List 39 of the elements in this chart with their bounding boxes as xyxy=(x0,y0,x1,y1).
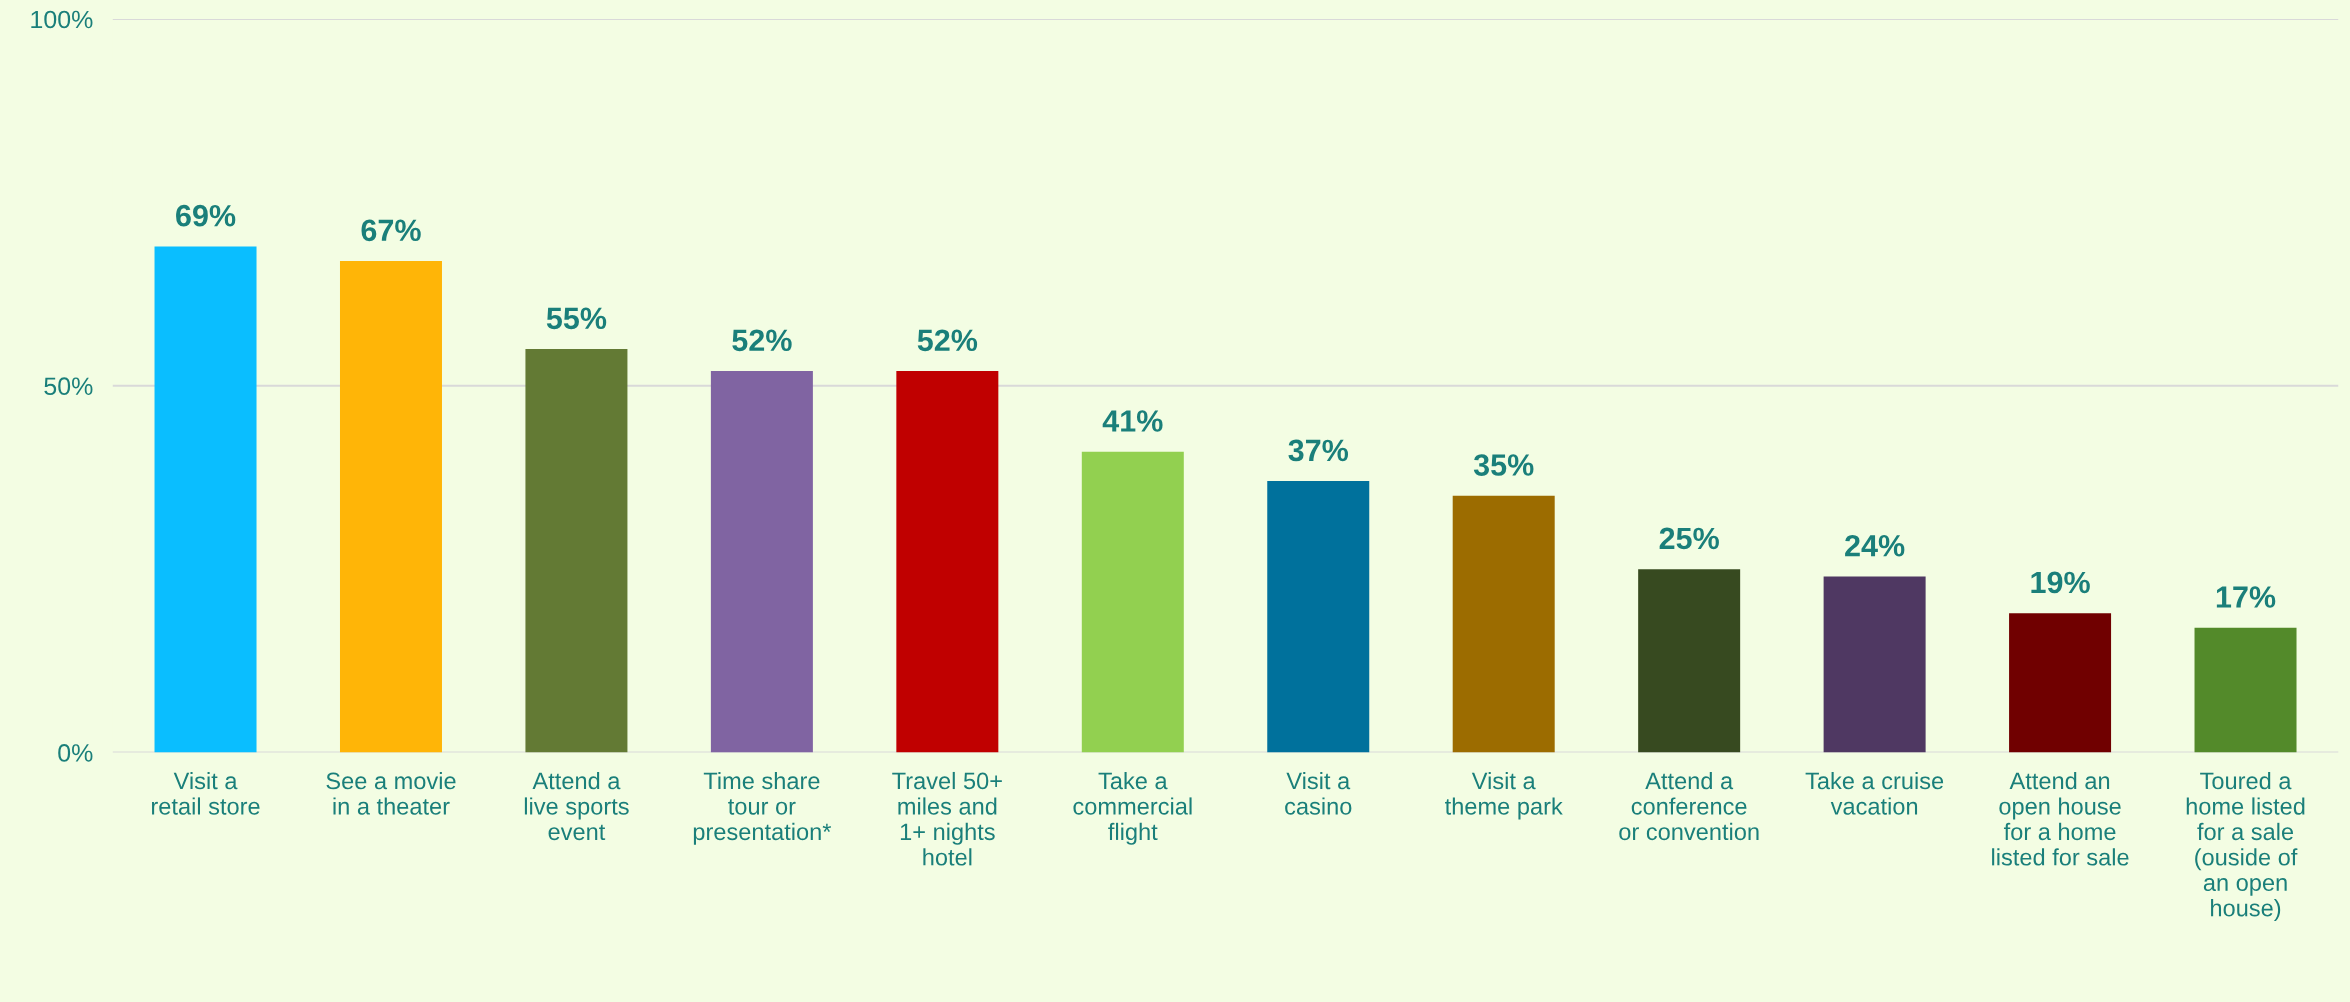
x-tick-label: See a movie in a theater xyxy=(326,771,456,815)
x-tick-label: Attend a live sports event xyxy=(524,771,629,841)
x-tick-label: Attend an open house for a home listed for sale xyxy=(1992,771,2129,866)
x-tick-label: Time share tour or presentation* xyxy=(693,771,832,845)
y-tick-label: 50% xyxy=(44,377,93,396)
bar xyxy=(1452,495,1555,753)
data-label: 17% xyxy=(2216,586,2276,608)
bar xyxy=(2009,613,2112,753)
bar xyxy=(1638,569,1741,753)
bar xyxy=(525,349,628,753)
x-tick-label: Take a commercial flight xyxy=(1073,771,1192,845)
x-tick-label: Take a cruise vacation xyxy=(1805,771,1944,815)
bar xyxy=(710,371,813,753)
data-label: 52% xyxy=(732,329,792,352)
x-tick-label: Visit a retail store xyxy=(151,771,260,815)
data-label: 25% xyxy=(1659,527,1719,550)
y-tick-label: 0% xyxy=(58,744,93,762)
y-tick-label: 100% xyxy=(31,10,93,29)
x-tick-label: Visit a theme park xyxy=(1445,771,1563,820)
bar xyxy=(1823,576,1926,753)
data-label: 69% xyxy=(176,204,236,227)
x-tick-label: Travel 50+ miles and 1+ nights hotel xyxy=(892,771,1002,866)
data-label: 41% xyxy=(1102,410,1163,432)
bar xyxy=(339,261,442,753)
data-label: 19% xyxy=(2031,571,2090,594)
bar xyxy=(1081,451,1184,753)
x-tick-label: Visit a casino xyxy=(1285,771,1352,815)
bar xyxy=(896,371,999,753)
data-label: 35% xyxy=(1473,454,1534,476)
data-label: 24% xyxy=(1845,534,1905,557)
x-tick-label: Attend a conference or convention xyxy=(1619,771,1759,841)
data-label: 37% xyxy=(1288,439,1349,462)
data-label: 67% xyxy=(361,219,421,242)
x-tick-label: Toured a home listed for a sale (ouside of an open house) xyxy=(2186,771,2305,922)
data-label: 52% xyxy=(917,329,978,352)
data-label: 55% xyxy=(546,307,607,330)
bar xyxy=(2194,627,2297,753)
bar xyxy=(154,246,257,753)
bar xyxy=(1267,481,1370,753)
